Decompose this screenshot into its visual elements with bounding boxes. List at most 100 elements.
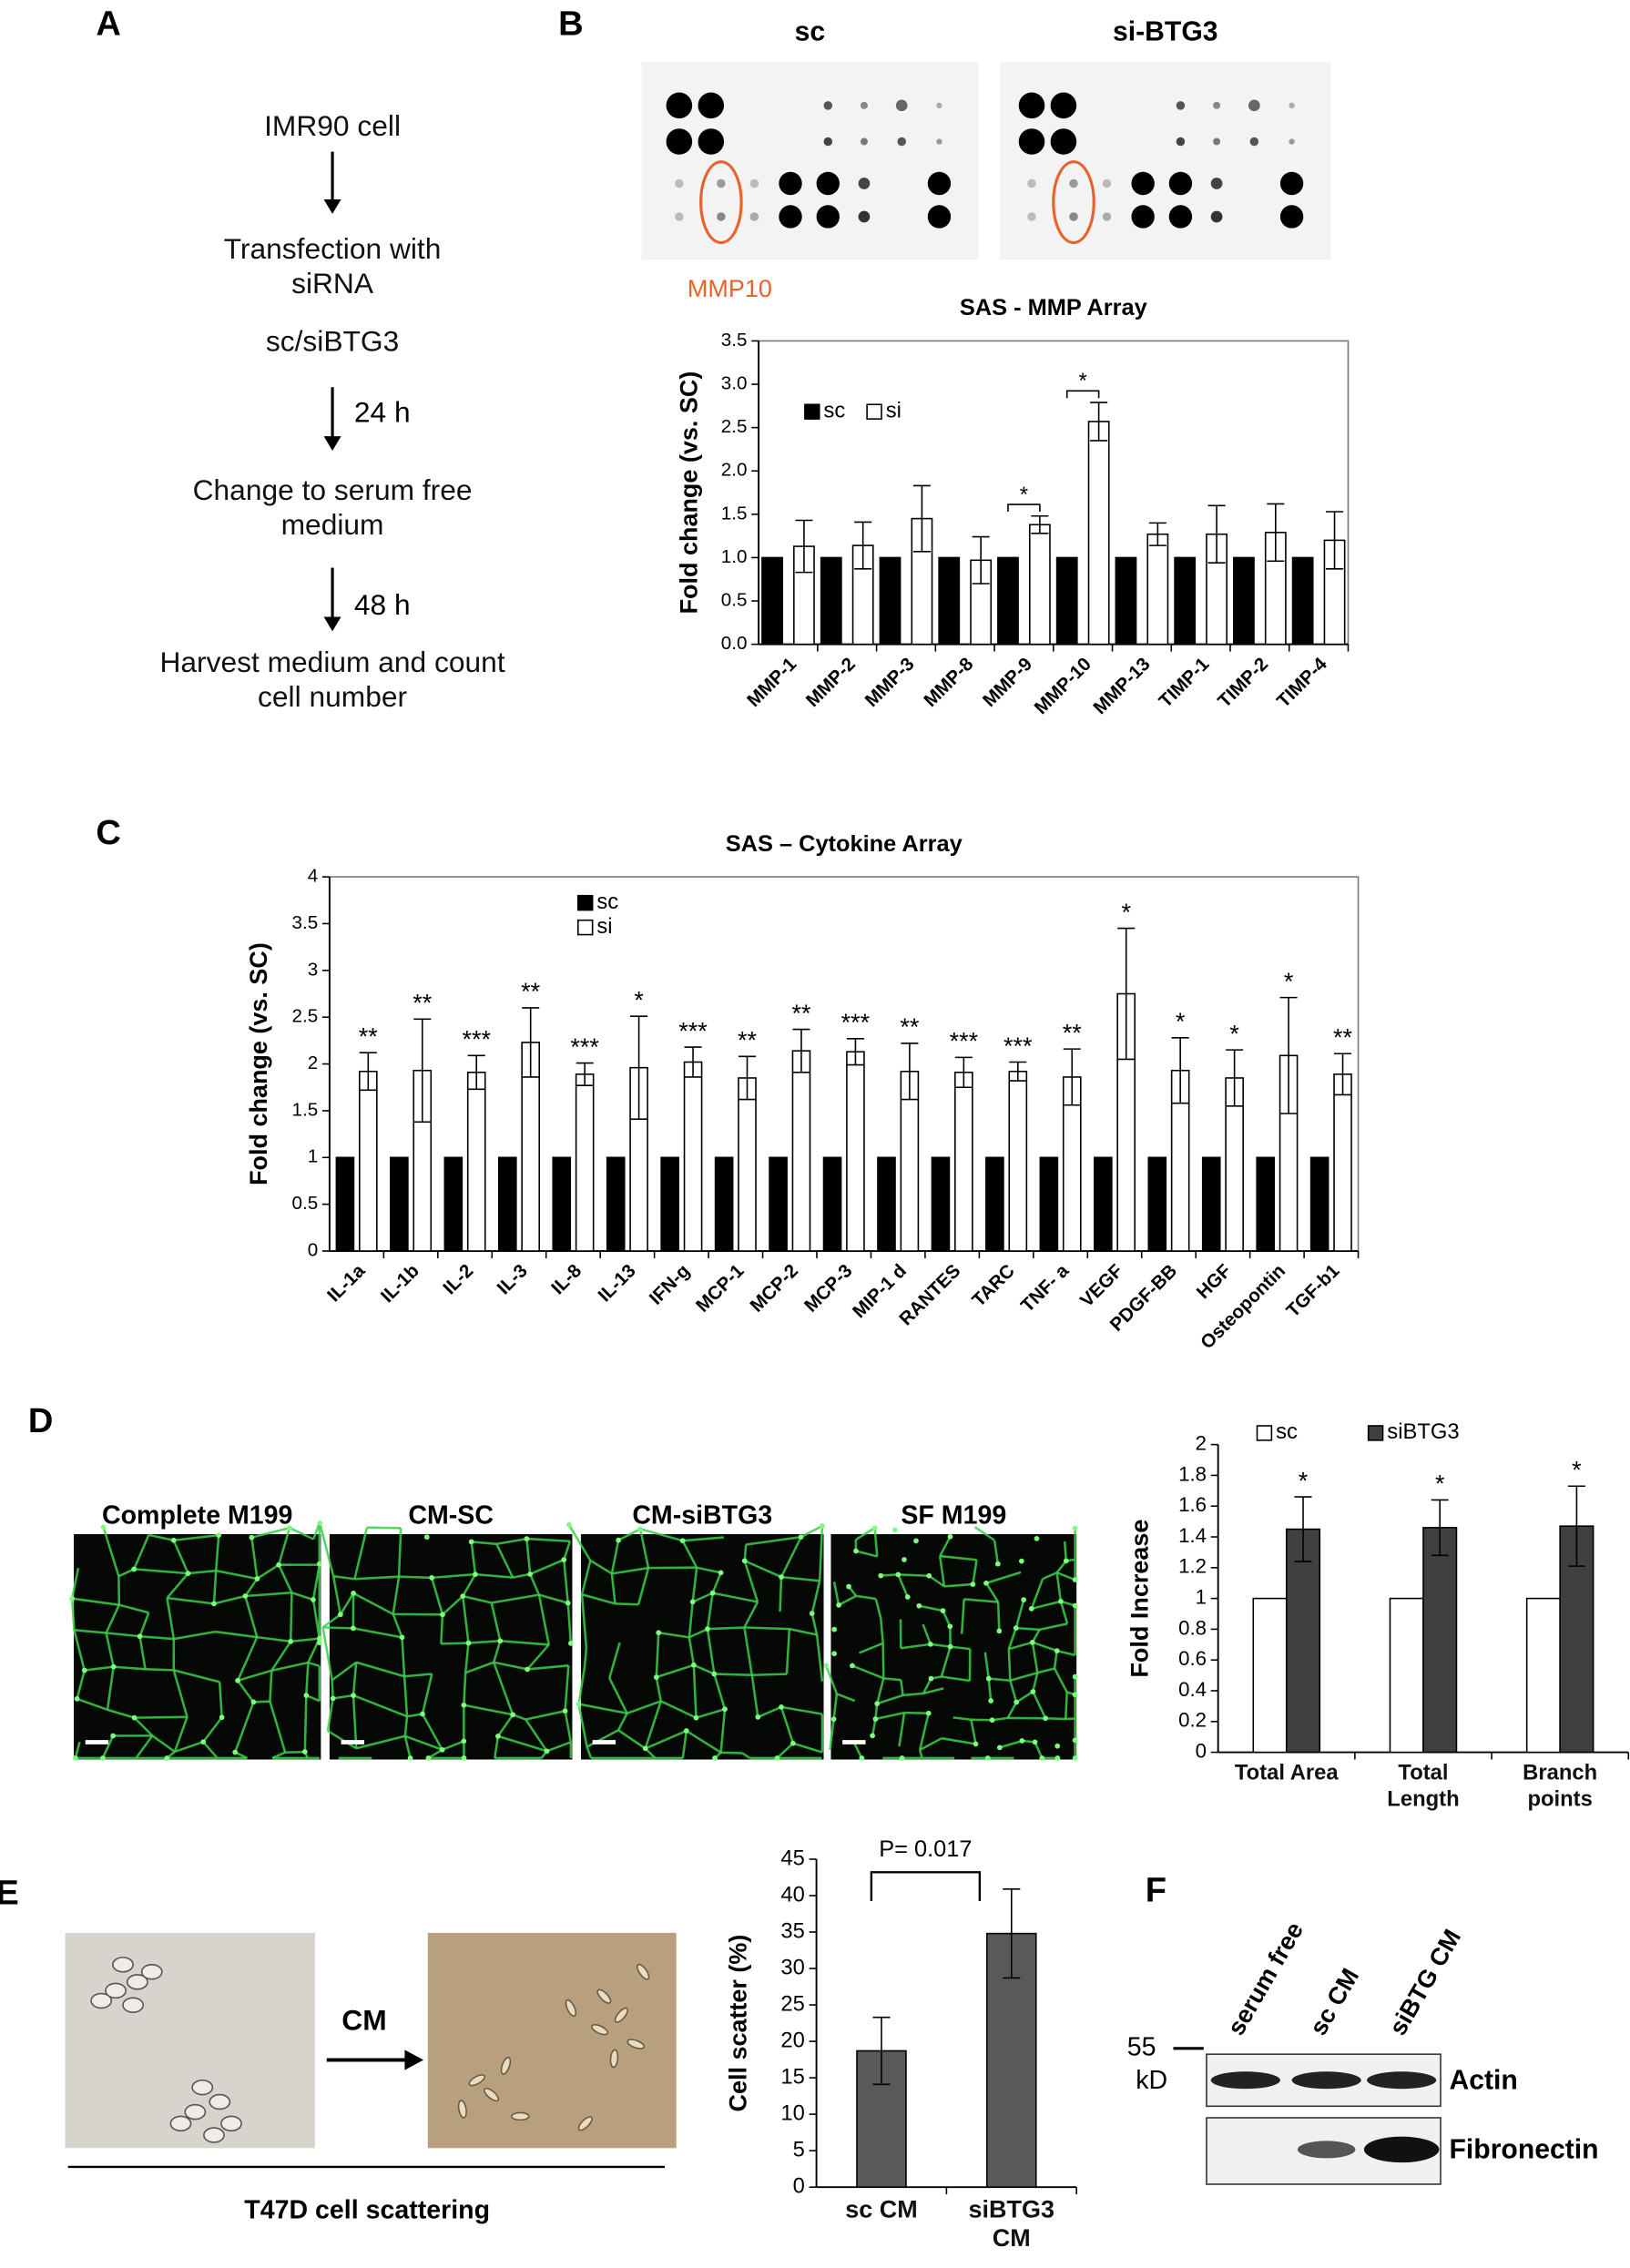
tube-network bbox=[277, 1564, 293, 1593]
tube-network bbox=[319, 1522, 335, 1577]
tube-network bbox=[688, 1602, 694, 1638]
bar bbox=[714, 1156, 734, 1252]
cell bbox=[126, 1974, 148, 1990]
tube-node bbox=[831, 1651, 837, 1657]
tube-node bbox=[899, 1755, 905, 1761]
tube-network bbox=[815, 1634, 824, 1682]
tube-node bbox=[927, 1641, 933, 1647]
tube-node bbox=[1054, 1648, 1060, 1653]
tube-network bbox=[578, 1703, 627, 1715]
tube-network bbox=[135, 1734, 154, 1759]
bar bbox=[791, 1050, 811, 1252]
flow-step-box: IMR90 cell bbox=[264, 111, 401, 143]
tube-node bbox=[712, 1755, 718, 1761]
tube-node bbox=[465, 1640, 472, 1646]
tube-node bbox=[705, 1626, 710, 1632]
tube-node bbox=[985, 1675, 992, 1682]
tube-network bbox=[133, 1716, 154, 1737]
tube-network bbox=[397, 1528, 402, 1577]
tube-network bbox=[855, 1550, 878, 1558]
tube-network bbox=[253, 1700, 270, 1704]
tube-network bbox=[528, 1573, 541, 1596]
tube-node bbox=[823, 1663, 830, 1669]
x-tick-label-box: siBTG3 CM bbox=[969, 2196, 1054, 2253]
x-tick-label-box: Total Length bbox=[1387, 1761, 1459, 1812]
tube-network bbox=[972, 1560, 978, 1585]
tube-node bbox=[568, 1641, 574, 1646]
tube-network bbox=[610, 1573, 616, 1604]
y-tick-label: 3.5 bbox=[721, 330, 748, 351]
error-bar bbox=[1567, 1485, 1585, 1567]
legend-label: sc bbox=[1276, 1419, 1298, 1444]
tube-network bbox=[102, 1526, 120, 1577]
error-bar bbox=[359, 1052, 377, 1092]
tube-node bbox=[1034, 1536, 1040, 1541]
tube-network bbox=[785, 1629, 791, 1674]
tube-node bbox=[871, 1525, 878, 1531]
tube-network bbox=[610, 1540, 620, 1574]
band bbox=[1291, 2071, 1361, 2090]
significance-mark: * bbox=[1176, 1008, 1186, 1035]
tube-network bbox=[741, 1752, 751, 1759]
tube-node bbox=[996, 1744, 1003, 1751]
tube-node bbox=[576, 1701, 582, 1707]
blot-spot bbox=[666, 92, 693, 119]
significance-mark: *** bbox=[678, 1017, 708, 1044]
tube-network bbox=[291, 1592, 314, 1602]
tube-node bbox=[1072, 1755, 1078, 1761]
tube-network bbox=[321, 1627, 333, 1681]
tube-node bbox=[1021, 1597, 1027, 1602]
tube-node bbox=[351, 1693, 356, 1698]
tube-network bbox=[707, 1626, 745, 1631]
tube-network bbox=[74, 1741, 81, 1759]
tube-network bbox=[237, 1669, 272, 1683]
tube-network bbox=[355, 1661, 405, 1678]
tube-network bbox=[332, 1693, 354, 1700]
tube-network bbox=[881, 1643, 885, 1679]
y-tick-label: 3.0 bbox=[721, 372, 748, 393]
bar bbox=[997, 556, 1019, 646]
tube-node bbox=[110, 1733, 116, 1739]
blot-spot bbox=[749, 178, 759, 188]
highlight-ring bbox=[1052, 160, 1095, 245]
legend-swatch bbox=[1367, 1425, 1384, 1441]
band bbox=[1367, 2071, 1437, 2090]
tube-network bbox=[779, 1536, 802, 1578]
tube-node bbox=[947, 1623, 953, 1630]
tube-network bbox=[440, 1614, 444, 1644]
bar bbox=[1087, 421, 1110, 646]
tube-network bbox=[930, 1643, 951, 1648]
tube-network bbox=[922, 1677, 932, 1694]
band bbox=[1363, 2136, 1440, 2163]
error-bar bbox=[1031, 514, 1049, 534]
tube-node bbox=[850, 1663, 855, 1669]
tube-node bbox=[439, 1746, 445, 1753]
error-bar bbox=[1063, 1048, 1081, 1106]
tube-network bbox=[960, 1599, 965, 1634]
tube-node bbox=[524, 1536, 530, 1541]
blot-spot bbox=[858, 210, 871, 223]
tube-network bbox=[401, 1637, 406, 1677]
y-tick-label: 0.4 bbox=[1178, 1678, 1207, 1701]
tube-network bbox=[608, 1642, 621, 1679]
tube-network bbox=[166, 1597, 176, 1640]
tube-network bbox=[251, 1526, 290, 1539]
tube-node bbox=[683, 1728, 689, 1734]
tube-node bbox=[1054, 1755, 1061, 1761]
significance-mark: ** bbox=[1063, 1019, 1082, 1046]
bar bbox=[820, 556, 842, 646]
band bbox=[1297, 2141, 1356, 2159]
tube-network bbox=[988, 1677, 1011, 1683]
tube-node bbox=[250, 1699, 257, 1705]
tube-node bbox=[185, 1571, 191, 1576]
tube-node bbox=[510, 1712, 516, 1718]
error-bar bbox=[1117, 927, 1136, 1061]
tube-node bbox=[1072, 1737, 1078, 1744]
tube-network bbox=[973, 1526, 995, 1541]
tube-network bbox=[1065, 1717, 1075, 1721]
tube-node bbox=[100, 1524, 107, 1531]
tube-network bbox=[525, 1709, 565, 1721]
tube-network bbox=[983, 1652, 990, 1679]
tube-node bbox=[926, 1572, 932, 1579]
tube-network bbox=[1009, 1680, 1018, 1703]
